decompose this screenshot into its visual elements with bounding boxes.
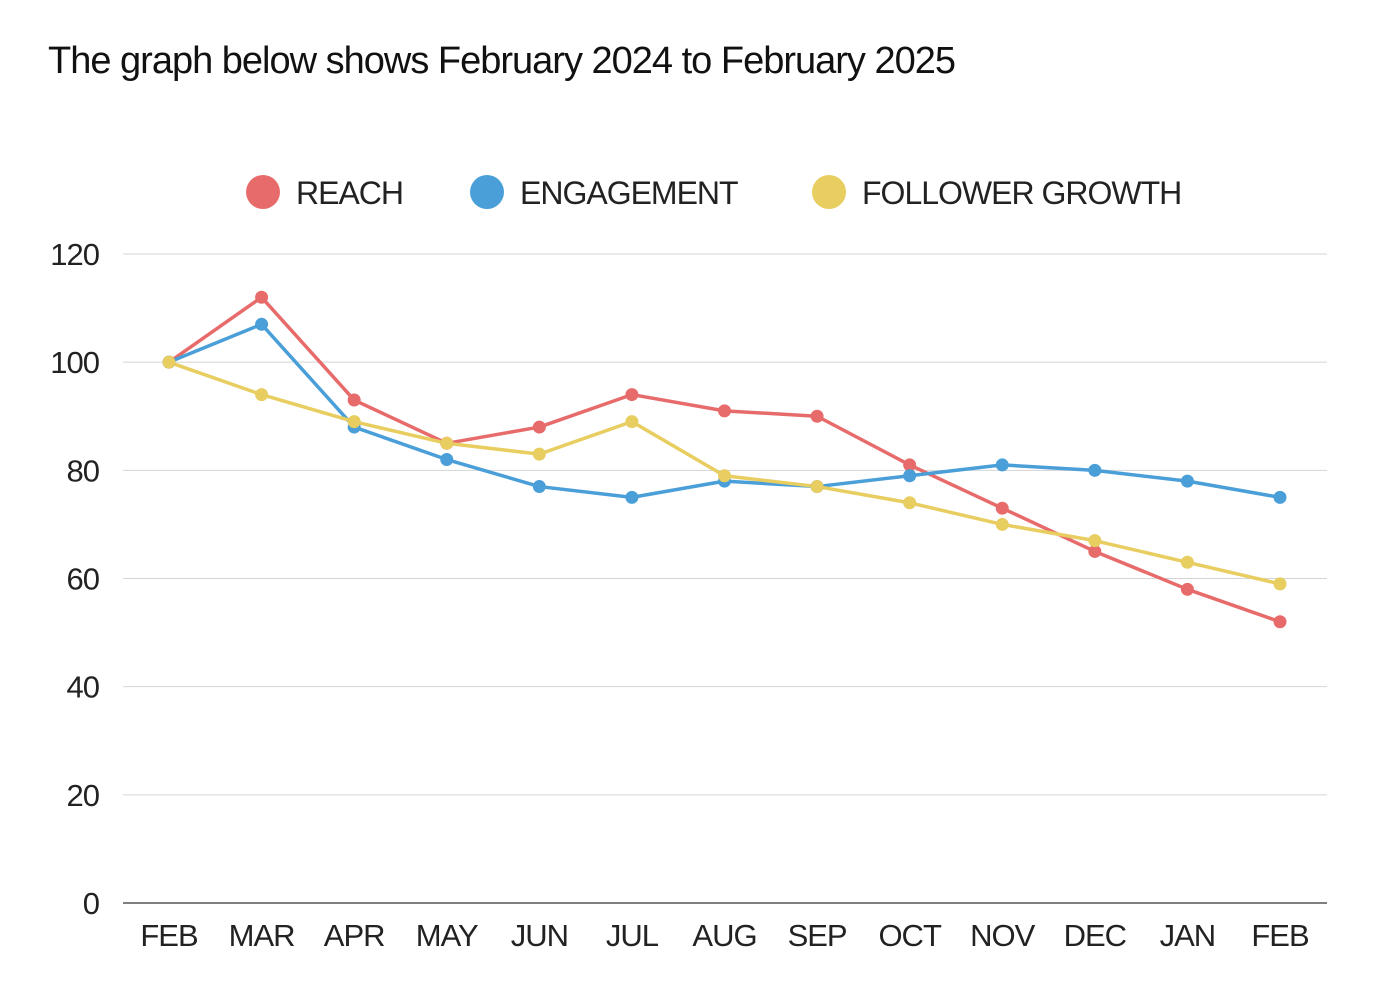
- legend-marker: [812, 175, 846, 209]
- y-tick-label: 40: [67, 670, 100, 705]
- series-line-reach: [167, 295, 1281, 624]
- data-point: [903, 469, 917, 483]
- data-point: [625, 415, 639, 429]
- data-point: [255, 317, 269, 331]
- x-tick-label: JUL: [606, 918, 659, 953]
- data-point: [162, 355, 176, 369]
- legend-marker: [470, 175, 504, 209]
- x-tick-label: APR: [324, 918, 385, 953]
- data-point: [347, 393, 361, 407]
- x-tick-label: MAY: [416, 918, 478, 953]
- data-point: [903, 496, 917, 510]
- y-tick-label: 80: [67, 453, 100, 488]
- data-point: [810, 480, 824, 494]
- data-point: [995, 458, 1009, 472]
- data-point: [625, 490, 639, 504]
- data-point: [1088, 544, 1102, 558]
- data-point: [1180, 555, 1194, 569]
- legend-label: FOLLOWER GROWTH: [862, 175, 1181, 211]
- data-point: [440, 436, 454, 450]
- x-tick-label: SEP: [788, 918, 847, 953]
- y-tick-label: 100: [50, 345, 99, 380]
- data-point: [1180, 582, 1194, 596]
- x-tick-label: NOV: [970, 918, 1036, 953]
- data-point: [995, 517, 1009, 531]
- x-tick-label: MAR: [229, 918, 295, 953]
- data-point: [1273, 577, 1287, 591]
- legend-marker: [246, 175, 280, 209]
- data-point: [1180, 474, 1194, 488]
- data-point: [255, 388, 269, 402]
- data-point: [810, 409, 824, 423]
- data-point: [903, 458, 917, 472]
- y-tick-label: 0: [83, 886, 100, 921]
- data-point: [440, 453, 454, 467]
- y-tick-label: 120: [50, 237, 99, 272]
- data-point: [718, 469, 731, 483]
- data-point: [532, 420, 546, 434]
- data-point: [1088, 463, 1102, 477]
- x-tick-label: FEB: [140, 918, 198, 953]
- data-point: [1088, 534, 1102, 548]
- x-tick-label: FEB: [1251, 918, 1309, 953]
- data-point: [1273, 615, 1287, 629]
- data-point: [1273, 490, 1287, 504]
- data-point: [718, 404, 731, 418]
- legend-label: REACH: [296, 175, 403, 211]
- chart-title: The graph below shows February 2024 to F…: [48, 40, 956, 82]
- x-tick-label: JUN: [511, 918, 568, 953]
- y-tick-label: 20: [67, 778, 100, 813]
- x-tick-label: DEC: [1064, 918, 1127, 953]
- data-point: [532, 447, 546, 461]
- data-point: [532, 480, 546, 494]
- legend-label: ENGAGEMENT: [520, 175, 738, 211]
- y-tick-label: 60: [67, 562, 100, 597]
- data-point: [347, 415, 361, 429]
- x-tick-label: AUG: [692, 918, 756, 953]
- data-point: [255, 290, 269, 304]
- x-tick-label: OCT: [878, 918, 942, 953]
- data-point: [625, 388, 639, 402]
- x-tick-label: JAN: [1160, 918, 1216, 953]
- data-point: [995, 501, 1009, 515]
